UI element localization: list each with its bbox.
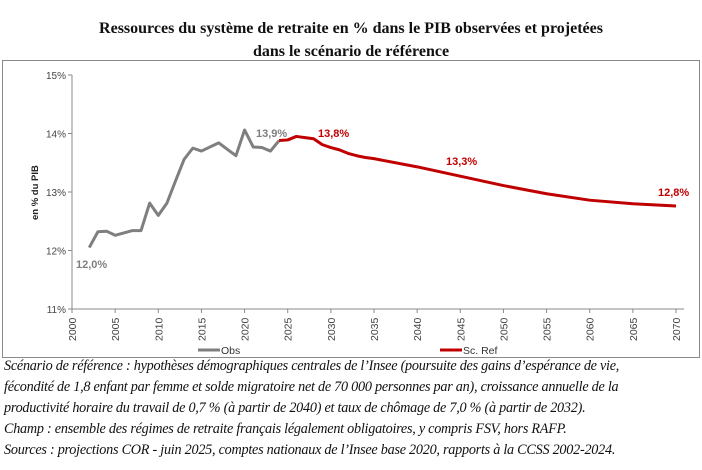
legend-label: Obs: [221, 345, 240, 357]
x-tick-label: 2030: [326, 317, 338, 341]
y-axis-label: en % du PIB: [30, 165, 41, 220]
note-line-5: Sources : projections COR - juin 2025, c…: [4, 442, 616, 458]
data-label: 12,8%: [658, 187, 689, 199]
x-tick-label: 2045: [455, 317, 467, 341]
chart-title-line-2: dans le scénario de référence: [252, 43, 450, 60]
chart-frame: [2, 60, 700, 358]
x-tick-label: 2055: [542, 317, 554, 341]
note-line-3: productivité horaire du travail de 0,7 %…: [4, 400, 586, 416]
chart-title-line-1: Ressources du système de retraite en % d…: [99, 20, 603, 37]
y-tick-label: 11%: [47, 305, 66, 316]
data-label: 12,0%: [76, 259, 107, 271]
x-tick-label: 2010: [153, 317, 165, 341]
y-tick-label: 14%: [46, 130, 66, 141]
x-tick-label: 2050: [498, 317, 510, 341]
legend-label: Sc. Ref: [463, 345, 498, 357]
x-tick-label: 2000: [67, 317, 79, 341]
x-tick-label: 2040: [412, 317, 424, 341]
note-line-4: Champ : ensemble des régimes de retraite…: [4, 421, 567, 437]
series-line-sc-ref: [278, 134, 677, 208]
y-tick-label: 15%: [46, 71, 66, 82]
series-line-obs: [87, 128, 281, 249]
y-tick-label: 12%: [46, 247, 66, 258]
x-tick-label: 2070: [671, 317, 683, 341]
note-line-1: Scénario de référence : hypothèses démog…: [4, 358, 620, 374]
x-tick-label: 2005: [110, 317, 122, 341]
x-tick-label: 2035: [369, 317, 381, 341]
y-tick-label: 13%: [46, 188, 66, 199]
data-label: 13,3%: [446, 156, 477, 168]
data-label: 13,9%: [256, 128, 287, 140]
x-tick-label: 2015: [196, 317, 208, 341]
x-tick-label: 2025: [283, 317, 295, 341]
note-line-2: fécondité de 1,8 enfant par femme et sol…: [4, 379, 619, 395]
x-tick-label: 2020: [240, 317, 252, 341]
x-tick-label: 2065: [628, 317, 640, 341]
data-label: 13,8%: [318, 128, 349, 140]
x-tick-label: 2060: [585, 317, 597, 341]
